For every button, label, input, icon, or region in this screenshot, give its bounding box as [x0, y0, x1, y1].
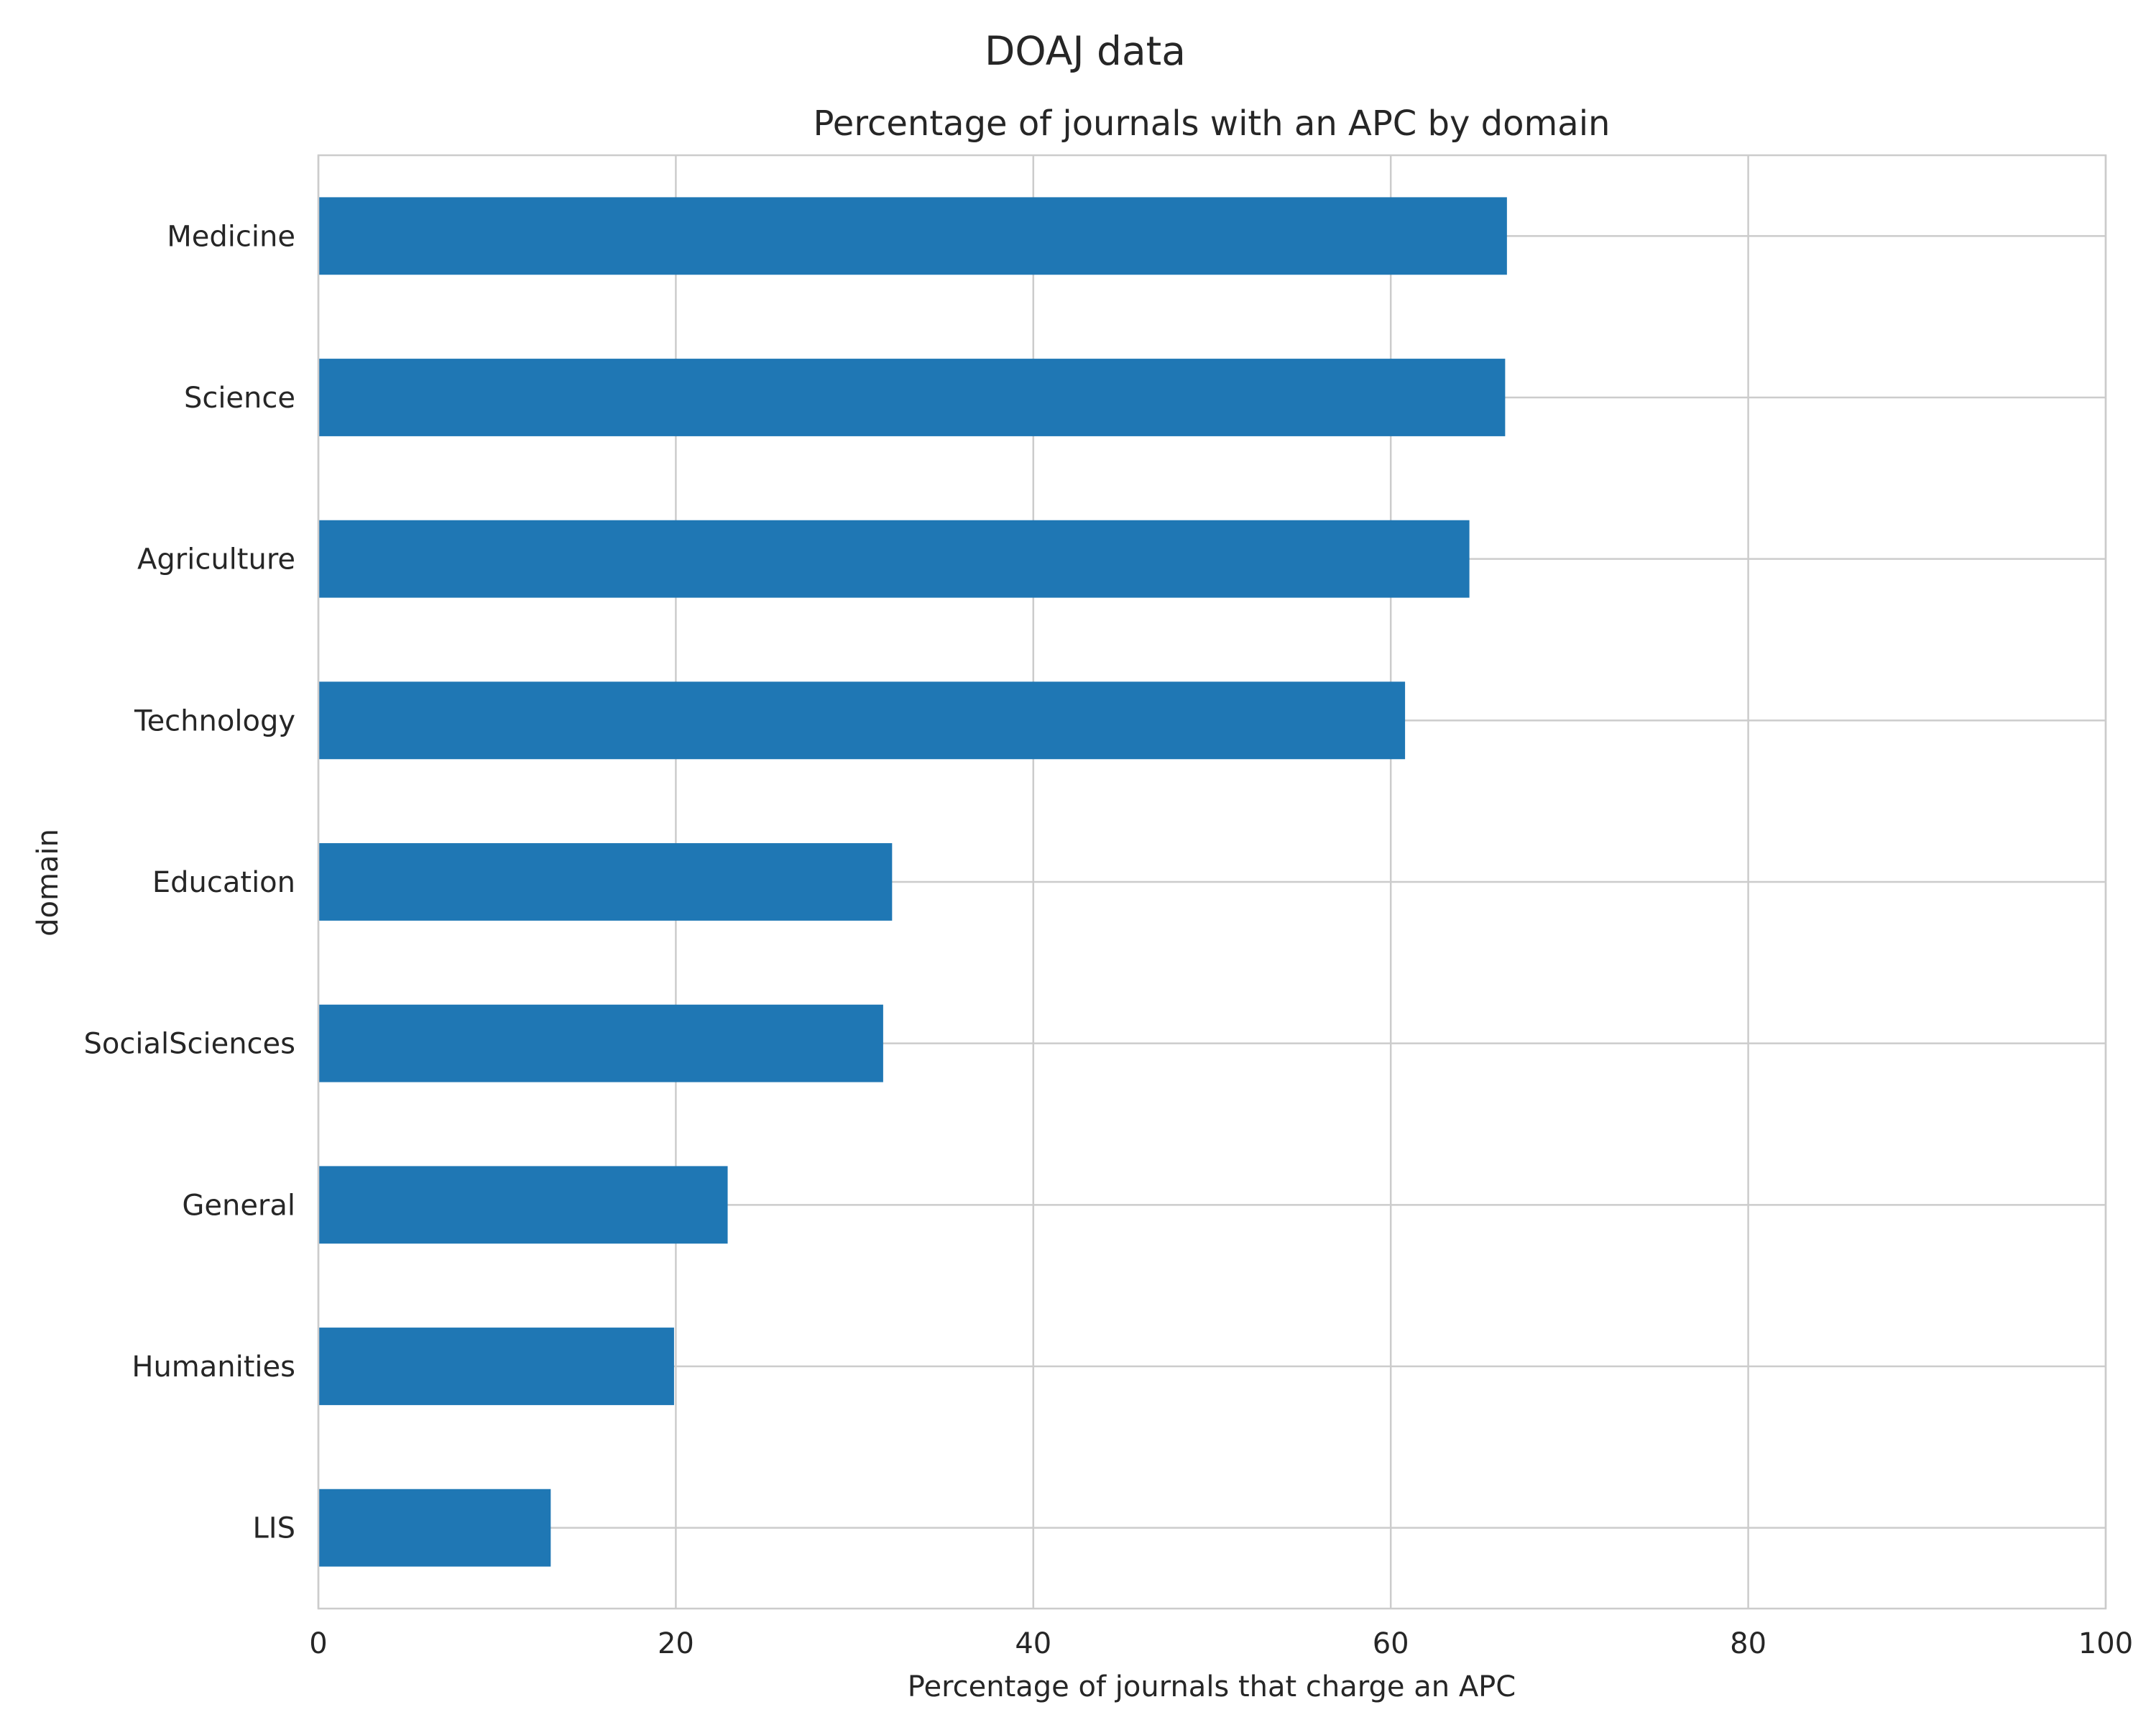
plot-frame [317, 154, 2107, 1610]
y-tick-label-general: General [182, 1189, 295, 1222]
figure-title: DOAJ data [985, 28, 1186, 74]
bar-education [318, 843, 893, 921]
y-tick-label-education: Education [152, 866, 295, 899]
bar-science [318, 359, 1506, 436]
bar-agriculture [318, 520, 1470, 598]
bar-general [318, 1166, 728, 1244]
bar-technology [318, 681, 1406, 760]
y-tick-label-humanities: Humanities [132, 1351, 295, 1384]
bar-humanities [318, 1328, 674, 1405]
y-tick-label-technology: Technology [134, 704, 295, 737]
chart-title: Percentage of journals with an APC by do… [814, 104, 1611, 144]
y-tick-label-agriculture: Agriculture [137, 543, 295, 576]
y-tick-label-medicine: Medicine [167, 220, 295, 253]
y-tick-label-socialsciences: SocialSciences [84, 1028, 296, 1061]
bar-medicine [318, 197, 1507, 275]
x-tick-label: 0 [309, 1627, 327, 1660]
x-tick-labels: 0 20 40 60 80 100 [309, 1627, 2133, 1660]
y-tick-label-lis: LIS [253, 1512, 295, 1545]
bar-lis [318, 1489, 551, 1567]
x-tick-label: 20 [658, 1627, 694, 1660]
x-tick-label: 80 [1730, 1627, 1766, 1660]
bars [318, 197, 1507, 1567]
y-tick-label-science: Science [184, 382, 295, 415]
x-tick-label: 60 [1373, 1627, 1409, 1660]
y-axis-label: domain [32, 829, 65, 937]
x-tick-label: 40 [1015, 1627, 1051, 1660]
x-tick-label: 100 [2078, 1627, 2133, 1660]
bar-socialsciences [318, 1004, 883, 1082]
x-axis-label: Percentage of journals that charge an AP… [908, 1670, 1516, 1703]
y-tick-labels: Medicine Science Agriculture Technology Educ… [84, 220, 296, 1545]
